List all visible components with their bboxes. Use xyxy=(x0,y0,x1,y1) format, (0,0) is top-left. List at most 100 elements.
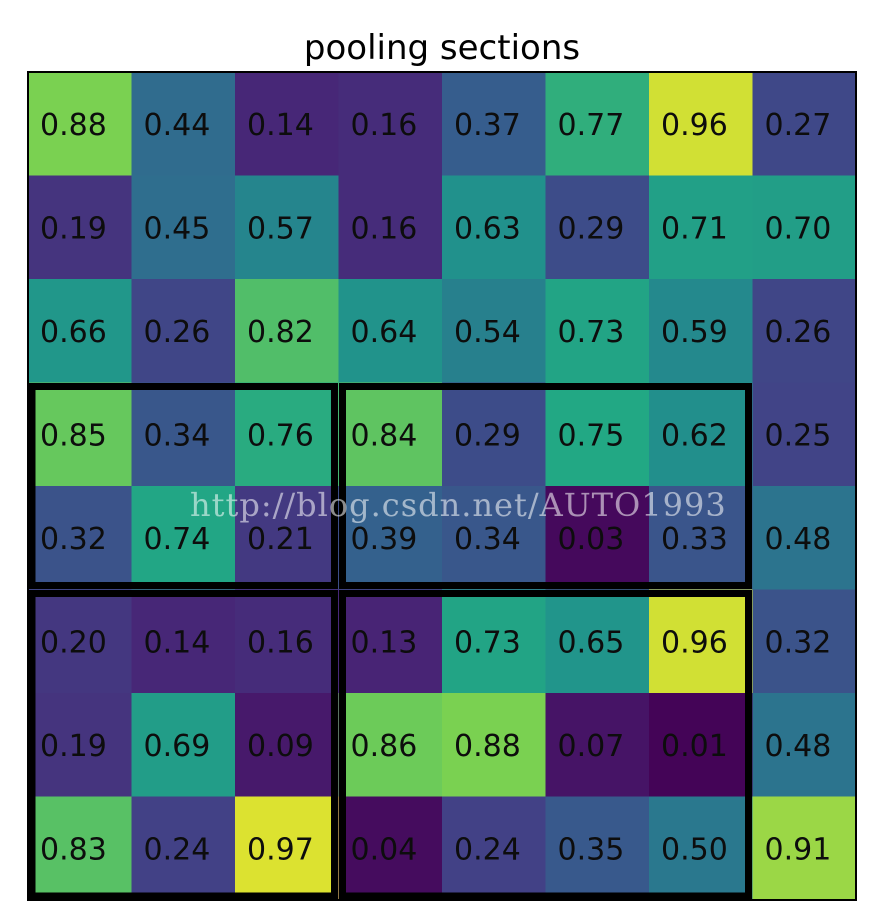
heatmap-cell-r5-c4 xyxy=(442,589,547,694)
heatmap-cell-r6-c6 xyxy=(649,693,754,798)
cell-label-r3-c3: 0.84 xyxy=(351,418,418,453)
heatmap-cell-r3-c0 xyxy=(28,382,133,487)
heatmap-cell-r0-c1 xyxy=(131,72,236,177)
heatmap-cell-r0-c0 xyxy=(28,72,133,177)
cell-label-r3-c7: 0.25 xyxy=(765,418,832,453)
cell-label-r0-c0: 0.88 xyxy=(40,108,107,143)
heatmap-cell-r0-c7 xyxy=(752,72,857,177)
heatmap-cell-r7-c3 xyxy=(338,796,443,901)
cell-label-r6-c3: 0.86 xyxy=(351,729,418,764)
cell-label-r0-c6: 0.96 xyxy=(661,108,728,143)
cell-label-r6-c5: 0.07 xyxy=(558,729,625,764)
cell-label-r3-c4: 0.29 xyxy=(454,418,521,453)
cell-label-r6-c4: 0.88 xyxy=(454,729,521,764)
heatmap-cell-r1-c2 xyxy=(235,175,340,280)
cell-label-r4-c7: 0.48 xyxy=(765,522,832,557)
cell-label-r2-c4: 0.54 xyxy=(454,315,521,350)
cell-label-r2-c2: 0.82 xyxy=(247,315,314,350)
heatmap-cell-r2-c5 xyxy=(545,279,650,384)
heatmap-cell-r5-c2 xyxy=(235,589,340,694)
cell-label-r6-c7: 0.48 xyxy=(765,729,832,764)
heatmap-cell-r6-c1 xyxy=(131,693,236,798)
heatmap-cell-r7-c2 xyxy=(235,796,340,901)
cell-label-r4-c1: 0.74 xyxy=(144,522,211,557)
heatmap-cell-r4-c5 xyxy=(545,486,650,591)
heatmap-cell-r1-c0 xyxy=(28,175,133,280)
cell-label-r1-c2: 0.57 xyxy=(247,211,314,246)
pooling-section-2 xyxy=(339,383,752,589)
heatmap-cell-r5-c5 xyxy=(545,589,650,694)
cell-label-r7-c5: 0.35 xyxy=(558,832,625,867)
pooling-section-1 xyxy=(28,383,338,589)
cell-label-r0-c1: 0.44 xyxy=(144,108,211,143)
cell-label-r4-c6: 0.33 xyxy=(661,522,728,557)
cell-label-r1-c5: 0.29 xyxy=(558,211,625,246)
heatmap-cell-r7-c4 xyxy=(442,796,547,901)
cell-label-r5-c2: 0.16 xyxy=(247,625,314,660)
pooling-section-4 xyxy=(339,590,752,900)
cell-label-r7-c7: 0.91 xyxy=(765,832,832,867)
cell-label-r7-c0: 0.83 xyxy=(40,832,107,867)
cell-label-r0-c5: 0.77 xyxy=(558,108,625,143)
cell-label-r6-c0: 0.19 xyxy=(40,729,107,764)
cell-label-r1-c1: 0.45 xyxy=(144,211,211,246)
cell-label-r2-c7: 0.26 xyxy=(765,315,832,350)
cell-label-r1-c6: 0.71 xyxy=(661,211,728,246)
cell-label-r6-c1: 0.69 xyxy=(144,729,211,764)
heatmap-cell-r0-c2 xyxy=(235,72,340,177)
cell-label-r1-c0: 0.19 xyxy=(40,211,107,246)
heatmap-cell-r7-c6 xyxy=(649,796,754,901)
cell-label-r5-c6: 0.96 xyxy=(661,625,728,660)
chart-title: pooling sections xyxy=(303,28,581,68)
cell-label-r0-c2: 0.14 xyxy=(247,108,314,143)
cell-label-r2-c3: 0.64 xyxy=(351,315,418,350)
cell-label-r7-c3: 0.04 xyxy=(351,832,418,867)
cell-label-r5-c7: 0.32 xyxy=(765,625,832,660)
heatmap-cell-r3-c3 xyxy=(338,382,443,487)
heatmap-cell-r2-c1 xyxy=(131,279,236,384)
cell-label-r7-c4: 0.24 xyxy=(454,832,521,867)
cell-label-r5-c3: 0.13 xyxy=(351,625,418,660)
heatmap-cell-r3-c7 xyxy=(752,382,857,487)
heatmap-cell-r7-c5 xyxy=(545,796,650,901)
cell-label-r0-c3: 0.16 xyxy=(351,108,418,143)
plot-frame xyxy=(27,71,857,901)
cell-label-r3-c2: 0.76 xyxy=(247,418,314,453)
heatmap-cell-r6-c2 xyxy=(235,693,340,798)
heatmap-cell-r3-c4 xyxy=(442,382,547,487)
cell-label-r0-c7: 0.27 xyxy=(765,108,832,143)
heatmap-cell-r0-c3 xyxy=(338,72,443,177)
heatmap-cell-r7-c1 xyxy=(131,796,236,901)
cell-label-r6-c2: 0.09 xyxy=(247,729,314,764)
heatmap-cell-r3-c1 xyxy=(131,382,236,487)
heatmap-cell-r6-c4 xyxy=(442,693,547,798)
cell-label-r5-c5: 0.65 xyxy=(558,625,625,660)
cell-label-r4-c0: 0.32 xyxy=(40,522,107,557)
heatmap-cell-r3-c5 xyxy=(545,382,650,487)
heatmap-cell-r6-c5 xyxy=(545,693,650,798)
heatmap-cell-r3-c6 xyxy=(649,382,754,487)
heatmap-cell-r0-c6 xyxy=(649,72,754,177)
heatmap-cell-labels: 0.88 0.44 0.14 0.16 0.37 0.77 0.96 0.27 0.19 0.45… xyxy=(40,108,831,868)
cell-label-r5-c1: 0.14 xyxy=(144,625,211,660)
heatmap-cell-r5-c0 xyxy=(28,589,133,694)
heatmap-cell-r4-c7 xyxy=(752,486,857,591)
heatmap-cell-r0-c4 xyxy=(442,72,547,177)
cell-label-r3-c6: 0.62 xyxy=(661,418,728,453)
heatmap-cell-r5-c7 xyxy=(752,589,857,694)
heatmap-cell-r2-c7 xyxy=(752,279,857,384)
heatmap-cell-r0-c5 xyxy=(545,72,650,177)
pooling-section-3 xyxy=(28,590,338,900)
cell-label-r4-c5: 0.03 xyxy=(558,522,625,557)
cell-label-r1-c4: 0.63 xyxy=(454,211,521,246)
heatmap-cell-r4-c4 xyxy=(442,486,547,591)
heatmap-cell-r4-c1 xyxy=(131,486,236,591)
cell-label-r6-c6: 0.01 xyxy=(661,729,728,764)
cell-label-r3-c0: 0.85 xyxy=(40,418,107,453)
cell-label-r4-c4: 0.34 xyxy=(454,522,521,557)
cell-label-r4-c2: 0.21 xyxy=(247,522,314,557)
cell-label-r0-c4: 0.37 xyxy=(454,108,521,143)
cell-label-r7-c6: 0.50 xyxy=(661,832,728,867)
cell-label-r1-c3: 0.16 xyxy=(351,211,418,246)
